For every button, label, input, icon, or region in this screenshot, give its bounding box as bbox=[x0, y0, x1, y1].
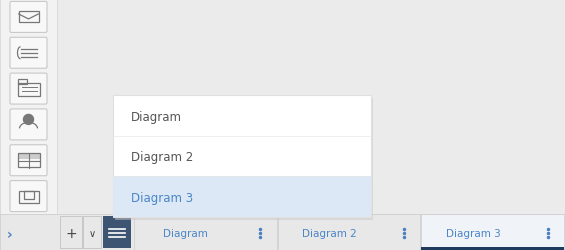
Bar bbox=[18, 154, 40, 160]
Text: Diagram 2: Diagram 2 bbox=[131, 151, 193, 164]
Bar bbox=[18, 154, 40, 168]
Text: ∨: ∨ bbox=[89, 228, 95, 238]
Bar bbox=[83, 216, 101, 248]
FancyBboxPatch shape bbox=[10, 110, 47, 140]
Bar bbox=[134, 214, 277, 250]
Bar bbox=[0, 214, 565, 250]
Text: Diagram 2: Diagram 2 bbox=[302, 228, 357, 238]
Text: Diagram 3: Diagram 3 bbox=[446, 228, 501, 238]
Bar bbox=[277, 214, 420, 250]
FancyBboxPatch shape bbox=[10, 38, 47, 69]
Text: Diagram: Diagram bbox=[131, 110, 182, 123]
Circle shape bbox=[24, 115, 33, 125]
Bar bbox=[19, 12, 38, 23]
FancyBboxPatch shape bbox=[10, 2, 47, 33]
Bar bbox=[60, 216, 82, 248]
Text: Diagram: Diagram bbox=[163, 228, 208, 238]
Text: +: + bbox=[65, 226, 77, 240]
FancyBboxPatch shape bbox=[10, 181, 47, 212]
Bar bbox=[113, 177, 371, 217]
Bar bbox=[0, 0, 57, 214]
Bar bbox=[113, 96, 371, 217]
Bar bbox=[19, 191, 38, 203]
FancyBboxPatch shape bbox=[10, 145, 47, 176]
Bar bbox=[24, 191, 33, 199]
Text: ›: › bbox=[7, 227, 13, 241]
Bar bbox=[115, 98, 373, 220]
Bar bbox=[421, 214, 564, 250]
FancyBboxPatch shape bbox=[10, 74, 47, 105]
Bar bbox=[421, 247, 564, 250]
Bar bbox=[18, 79, 27, 84]
Bar bbox=[18, 83, 40, 96]
Text: Diagram 3: Diagram 3 bbox=[131, 192, 193, 204]
Bar bbox=[103, 216, 131, 248]
